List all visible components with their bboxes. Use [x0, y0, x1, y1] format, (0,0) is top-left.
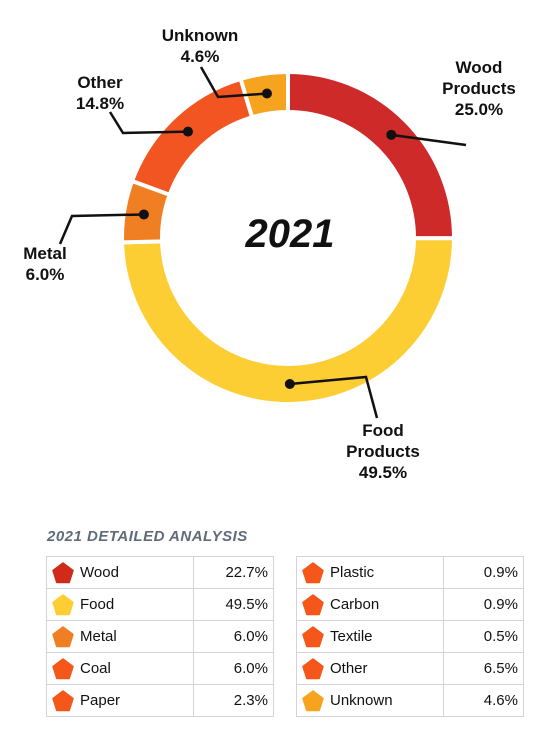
chart-center-year: 2021: [245, 212, 335, 256]
label-food-products: Food Products 49.5%: [346, 421, 420, 482]
row-name-cell: Coal: [46, 652, 194, 685]
row-name-cell: Other: [296, 652, 444, 685]
row-name-cell: Food: [46, 588, 194, 621]
donut-svg: [58, 66, 467, 419]
pentagon-icon: [302, 657, 324, 679]
table-row: Unknown 4.6%: [296, 684, 524, 717]
pentagon-icon: [302, 593, 324, 615]
table-row: Coal 6.0%: [46, 652, 274, 685]
row-value: 6.0%: [193, 620, 274, 653]
pentagon-icon: [52, 657, 74, 679]
table-row: Paper 2.3%: [46, 684, 274, 717]
leader-dot-wood-products: [386, 129, 397, 140]
leader-dot-metal: [138, 209, 149, 220]
row-label: Food: [80, 596, 115, 613]
row-value: 0.5%: [443, 620, 524, 653]
pentagon-icon: [302, 561, 324, 583]
row-value: 4.6%: [443, 684, 524, 717]
pentagon-icon: [52, 561, 74, 583]
table-row: Plastic 0.9%: [296, 556, 524, 589]
leader-dot-food-products: [284, 378, 295, 389]
leader-dot-other: [182, 126, 193, 137]
pentagon-icon: [302, 689, 324, 711]
row-label: Wood: [80, 564, 119, 581]
slice-food-products: [120, 236, 457, 406]
row-label: Coal: [80, 660, 111, 677]
label-wood-products: Wood Products 25.0%: [442, 58, 516, 119]
row-name-cell: Carbon: [296, 588, 444, 621]
pentagon-icon: [302, 625, 324, 647]
analysis-table-right: Plastic 0.9% Carbon 0.9% Textile 0.5% Other 6.5…: [296, 556, 524, 717]
label-metal: Metal 6.0%: [23, 244, 67, 284]
leader-line-metal: [58, 213, 144, 245]
table-row: Textile 0.5%: [296, 620, 524, 653]
row-name-cell: Plastic: [296, 556, 444, 589]
pentagon-icon: [52, 689, 74, 711]
row-label: Unknown: [330, 692, 393, 709]
row-value: 6.5%: [443, 652, 524, 685]
table-row: Wood 22.7%: [46, 556, 274, 589]
row-value: 6.0%: [193, 652, 274, 685]
row-label: Paper: [80, 692, 121, 709]
row-label: Other: [330, 660, 368, 677]
table-row: Other 6.5%: [296, 652, 524, 685]
row-name-cell: Unknown: [296, 684, 444, 717]
table-row: Carbon 0.9%: [296, 588, 524, 621]
row-name-cell: Paper: [46, 684, 194, 717]
row-label: Textile: [330, 628, 373, 645]
table-row: Food 49.5%: [46, 588, 274, 621]
leader-line-wood-products: [391, 133, 467, 147]
label-unknown: Unknown 4.6%: [161, 26, 239, 66]
row-value: 0.9%: [443, 556, 524, 589]
row-label: Carbon: [330, 596, 380, 613]
row-value: 2.3%: [193, 684, 274, 717]
leader-line-food-products: [289, 375, 379, 419]
row-value: 0.9%: [443, 588, 524, 621]
pentagon-icon: [52, 625, 74, 647]
row-name-cell: Wood: [46, 556, 194, 589]
row-value: 22.7%: [193, 556, 274, 589]
label-other: Other 14.8%: [75, 73, 125, 113]
row-name-cell: Metal: [46, 620, 194, 653]
row-label: Plastic: [330, 564, 375, 581]
analysis-table-left: Wood 22.7% Food 49.5% Metal 6.0% Coal 6.0% Paper…: [46, 556, 274, 717]
row-label: Metal: [80, 628, 117, 645]
analysis-title: 2021 DETAILED ANALYSIS: [47, 528, 248, 545]
pentagon-icon: [52, 593, 74, 615]
leader-line-other: [108, 111, 189, 135]
leader-line-unknown: [199, 66, 268, 99]
leader-dot-unknown: [261, 88, 272, 99]
table-row: Metal 6.0%: [46, 620, 274, 653]
row-name-cell: Textile: [296, 620, 444, 653]
row-value: 49.5%: [193, 588, 274, 621]
donut-chart: 2021 Wood Products 25.0% Food Products 4…: [23, 26, 516, 482]
